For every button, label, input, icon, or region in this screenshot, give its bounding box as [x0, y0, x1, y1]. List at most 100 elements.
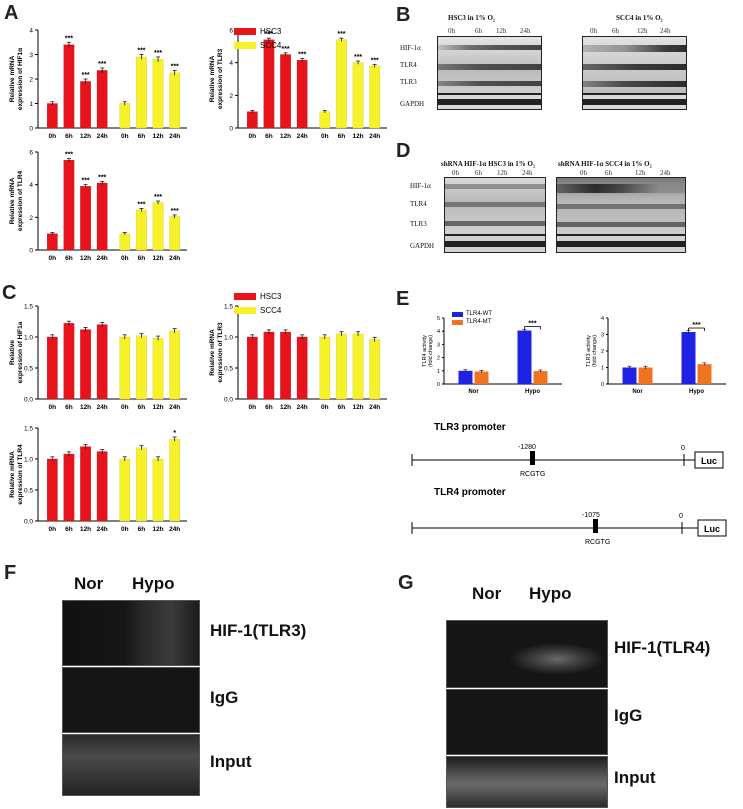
bar [136, 447, 147, 522]
y-tick-label: 4 [229, 60, 233, 67]
y-tick-label: 6 [29, 150, 33, 157]
y-tick-label: 1.5 [24, 426, 33, 433]
x-tick-label: 12h [280, 133, 291, 140]
tlr4-tss-label: 0 [679, 513, 683, 520]
wb-d-col-24h: 24h [522, 169, 533, 177]
wb-d-left-blot [444, 177, 546, 235]
x-tick-label: 24h [97, 404, 108, 411]
wb-d-row-tlr3: TLR3 [410, 220, 427, 228]
y-tick-label: 0 [229, 126, 233, 133]
wb-b-right-blot [582, 36, 687, 94]
x-tick-label: 12h [352, 133, 363, 140]
tlr4-binding-site [593, 519, 598, 533]
bar [247, 336, 258, 400]
significance-label: *** [137, 201, 145, 208]
y-tick-label: 0 [601, 382, 604, 388]
x-tick-label: 12h [352, 404, 363, 411]
panel-label-a: A [4, 2, 19, 24]
significance-label: *** [692, 322, 700, 329]
legend-e-label-mt: TLR4-MT [466, 319, 492, 325]
y-axis-label: Relative mRNA expression of TLR3 [209, 322, 224, 383]
wb-d-row-tlr4: TLR4 [410, 200, 427, 208]
y-tick-label: 1.5 [24, 304, 33, 311]
wb-b-right-band-gapdh [583, 99, 686, 105]
bar [63, 160, 75, 251]
tlr3-promoter-title: TLR3 promoter [434, 422, 506, 433]
bar [96, 182, 108, 251]
gel-f-input-lane [62, 734, 200, 796]
legend-c-label-scc4: SCC4 [260, 306, 282, 315]
legend-item-scc4: SCC4 [234, 41, 281, 50]
y-tick-label: 3 [601, 333, 604, 339]
y-tick-label: 0.0 [224, 397, 233, 404]
y-tick-label: 0 [437, 382, 440, 388]
x-tick-label: 6h [338, 133, 346, 140]
x-tick-label: 6h [265, 133, 273, 140]
wb-d-col2-6h: 6h [605, 169, 612, 177]
legend-swatch-hsc3 [234, 28, 256, 35]
x-tick-label: Hypo [525, 389, 540, 395]
gel-f-igg-lane [62, 667, 200, 733]
bar [697, 364, 712, 384]
bar [152, 458, 164, 522]
x-tick-label: 6h [65, 255, 73, 262]
panel-label-b: B [396, 4, 411, 26]
legend-c-swatch-hsc3 [234, 293, 256, 300]
x-tick-label: 12h [152, 255, 163, 262]
legend-c-item-scc4: SCC4 [234, 306, 281, 315]
y-tick-label: 1.0 [24, 335, 33, 342]
bar [96, 451, 108, 522]
x-tick-label: 6h [338, 404, 346, 411]
legend-e: TLR4-WT TLR4-MT [452, 311, 492, 325]
bar [47, 103, 58, 129]
wb-b-left-gapdh [437, 94, 542, 110]
tlr3-luc-box [694, 451, 724, 469]
legend-e-swatch-mt [452, 319, 463, 325]
wb-d-right-title: shRNA HIF-1α SCC4 in 1% O₂ [558, 160, 652, 168]
wb-b-row-tlr3: TLR3 [400, 78, 417, 86]
y-tick-label: 1.0 [224, 335, 233, 342]
legend-e-swatch-wt [452, 311, 463, 317]
gel-f-col-nor: Nor [74, 574, 104, 593]
x-tick-label: 6h [138, 133, 146, 140]
gel-g-col-nor: Nor [472, 584, 502, 603]
y-tick-label: 1.0 [24, 457, 33, 464]
wb-b-left-blot [437, 36, 542, 94]
significance-label: *** [171, 208, 179, 215]
bar [681, 332, 696, 384]
x-tick-label: 0h [49, 133, 57, 140]
bar [352, 333, 364, 400]
x-tick-label: Hypo [689, 389, 704, 395]
wb-b-row-gapdh: GAPDH [400, 100, 425, 108]
gel-g-row-input: Input [614, 768, 656, 787]
bar [169, 216, 180, 251]
y-tick-label: 3 [29, 52, 33, 59]
wb-d-col-0h: 0h [452, 169, 459, 177]
y-axis-label-line1: Relative mRNA [9, 451, 16, 498]
x-tick-label: 0h [321, 404, 329, 411]
bar [336, 333, 347, 400]
legend-c-item-hsc3: HSC3 [234, 292, 281, 301]
tlr4-motif-label: RCGTG [585, 539, 610, 546]
promoter-diagrams: TLR3 promoter -1280 RCGTG 0 Luc TLR4 pro… [411, 422, 727, 546]
x-tick-label: 6h [65, 404, 73, 411]
wb-d-right-band-tlr4 [557, 204, 685, 209]
significance-label: *** [81, 72, 89, 79]
bar [319, 111, 331, 129]
bar [119, 103, 131, 129]
y-axis-label: Relative mRNA expression of TLR4 [9, 444, 24, 505]
y-axis-label-line1: TLR4 activity [422, 335, 428, 367]
bar [80, 446, 91, 522]
wb-b-band-gapdh [438, 99, 541, 105]
wb-d-col2-24h: 24h [660, 169, 671, 177]
wb-d-right-gapdh [556, 235, 686, 253]
x-tick-label: 24h [369, 404, 380, 411]
bar [263, 39, 275, 129]
gel-f-chip-lane [62, 600, 200, 666]
bar [169, 330, 180, 400]
wb-b-band-tlr3 [438, 81, 541, 86]
x-tick-label: 24h [169, 404, 180, 411]
chart-e-tlr3-activity: 0 1 2 3 4 TLR3 activity (fold change) Nor Hypo **… [586, 316, 726, 395]
y-tick-label: 4 [29, 182, 33, 189]
significance-label: *** [137, 48, 145, 55]
